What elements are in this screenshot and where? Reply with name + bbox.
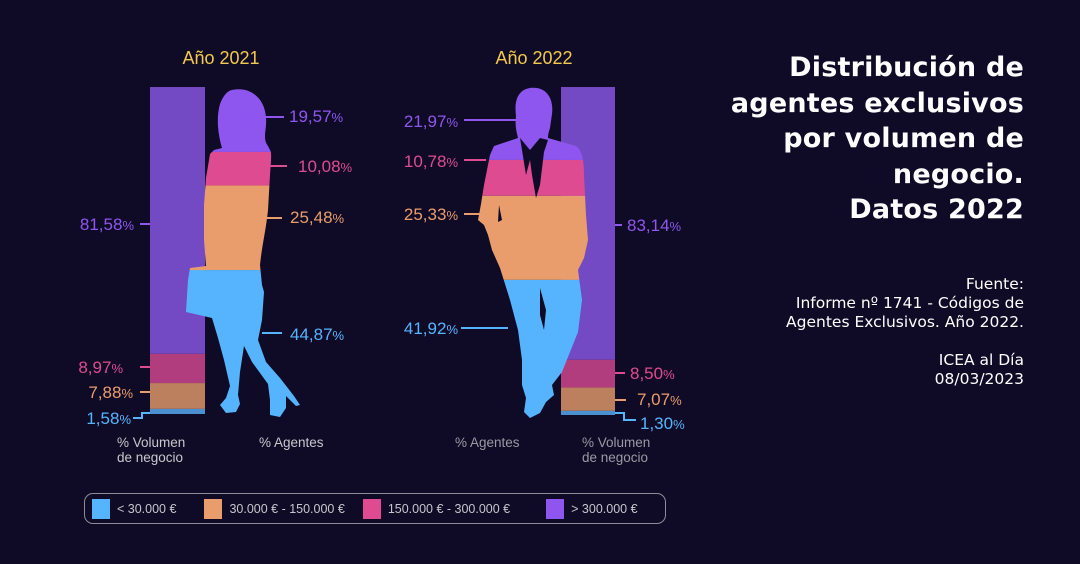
legend-item-30k-150k: 30.000 € - 150.000 €	[204, 498, 345, 519]
source-line: Agentes Exclusivos. Año 2022.	[786, 313, 1024, 331]
label-2021-agents-lt-30k: 44,87%	[290, 325, 345, 344]
label-2021-volume-150k-300k: 8,97%	[78, 358, 123, 377]
title-line: agentes exclusivos	[730, 87, 1024, 119]
legend-label: > 300.000 €	[571, 501, 638, 516]
axis-label-volume-2022-line2: de negocio	[582, 450, 648, 465]
leader-2022-volume-lt-30k	[615, 412, 636, 421]
man-tie-icon	[520, 138, 548, 198]
volume-2021-segment-lt-30k	[150, 408, 205, 414]
label-2022-volume-lt-30k: 1,30%	[640, 414, 685, 433]
legend-item-lt-30k: < 30.000 €	[92, 498, 177, 519]
axis-label-volume-2021-line2: de negocio	[117, 450, 183, 465]
legend-swatch	[362, 498, 381, 519]
volume-2022-segment-150k-300k	[561, 359, 615, 388]
title-line: por volumen de	[783, 123, 1024, 154]
axis-label-volume-2021-line1: % Volumen	[117, 435, 185, 450]
legend-item-gt-300k: > 300.000 €	[546, 498, 638, 519]
label-2021-volume-gt-300k: 81,58%	[80, 215, 135, 234]
label-2022-agents-lt-30k: 41,92%	[404, 319, 459, 338]
legend-label: < 30.000 €	[117, 501, 177, 516]
label-2022-agents-30k-150k: 25,33%	[404, 205, 459, 224]
publisher: ICEA al Día	[938, 351, 1024, 369]
title-line: Distribución de	[789, 52, 1024, 83]
year-title-2022: Año 2022	[495, 48, 572, 68]
infographic-title: Distribución de agentes exclusivos por v…	[731, 50, 1024, 228]
source-label: Fuente:	[965, 275, 1024, 293]
volume-2021-segment-30k-150k	[150, 383, 205, 409]
man-arm-gap	[498, 205, 502, 222]
label-2022-agents-150k-300k: 10,78%	[404, 152, 459, 171]
label-2021-agents-150k-300k: 10,08%	[298, 157, 353, 176]
leader-lines	[133, 116, 636, 421]
volume-2022-segment-lt-30k	[561, 410, 615, 415]
axis-label-volume-2022-line1: % Volumen	[582, 435, 650, 450]
label-2022-volume-150k-300k: 8,50%	[630, 364, 675, 383]
year-title-2021: Año 2021	[182, 48, 259, 68]
volume-bar-2021	[150, 87, 205, 414]
volume-2022-segment-30k-150k	[561, 387, 615, 411]
source-line: Informe nº 1741 - Códigos de	[795, 294, 1024, 312]
label-2021-agents-gt-300k: 19,57%	[289, 107, 344, 126]
label-2022-volume-gt-300k: 83,14%	[627, 216, 682, 235]
legend-label: 30.000 € - 150.000 €	[229, 501, 345, 516]
value-labels: 81,58% 8,97% 7,88% 1,58% 19,57% 10,08% 25,48% 4…	[78, 107, 685, 433]
agents-2022-segment-30k-150k	[478, 195, 588, 280]
label-2021-volume-30k-150k: 7,88%	[88, 383, 133, 402]
legend-swatch	[92, 498, 110, 519]
legend: < 30.000 € 30.000 € - 150.000 € 150.000 …	[84, 493, 666, 524]
label-2022-agents-gt-300k: 21,97%	[404, 112, 459, 131]
man-leg-gap	[540, 288, 546, 330]
leader-2021-volume-lt-30k	[133, 412, 150, 419]
title-line: Datos 2022	[849, 194, 1024, 225]
legend-swatch	[204, 498, 223, 519]
axis-label-agents-2022: % Agentes	[455, 435, 520, 450]
legend-label: 150.000 € - 300.000 €	[387, 501, 511, 516]
volume-2021-segment-150k-300k	[150, 353, 205, 384]
legend-item-150k-300k: 150.000 € - 300.000 €	[362, 498, 511, 519]
title-line: negocio.	[892, 158, 1024, 190]
publish-date: 08/03/2023	[934, 370, 1024, 388]
label-2021-agents-30k-150k: 25,48%	[290, 208, 345, 227]
label-2022-volume-30k-150k: 7,07%	[637, 390, 682, 409]
axis-label-agents-2021: % Agentes	[259, 435, 324, 450]
source-block: Fuente: Informe nº 1741 - Códigos de Age…	[786, 275, 1024, 389]
legend-swatch	[546, 498, 565, 519]
label-2021-volume-lt-30k: 1,58%	[86, 409, 131, 428]
